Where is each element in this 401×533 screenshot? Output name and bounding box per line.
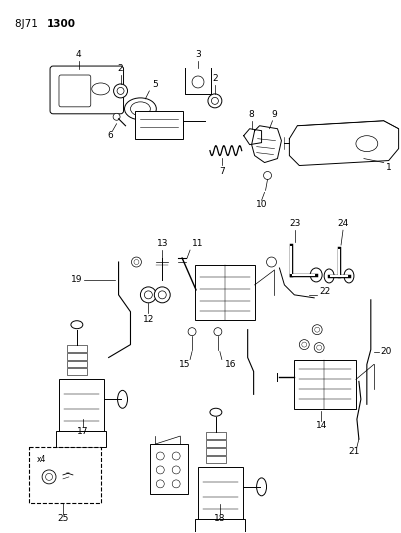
Text: 6: 6 [108, 131, 113, 140]
FancyBboxPatch shape [59, 75, 91, 107]
Ellipse shape [299, 340, 309, 350]
Bar [198, 467, 243, 519]
FancyBboxPatch shape [50, 66, 124, 114]
Bar [67, 352, 87, 360]
Bar [59, 379, 104, 431]
Text: 22: 22 [319, 287, 330, 296]
Text: 1300: 1300 [47, 19, 76, 29]
Ellipse shape [92, 83, 109, 95]
Ellipse shape [117, 87, 124, 94]
Text: 20: 20 [381, 347, 392, 356]
Circle shape [172, 480, 180, 488]
Ellipse shape [263, 172, 271, 180]
Text: 7: 7 [219, 166, 225, 175]
Ellipse shape [134, 260, 139, 264]
Text: 5: 5 [152, 80, 158, 89]
Text: 23: 23 [290, 219, 301, 228]
Text: 25: 25 [57, 514, 69, 523]
Circle shape [172, 452, 180, 460]
Text: 2: 2 [212, 74, 218, 83]
Text: 21: 21 [348, 447, 360, 456]
Text: 14: 14 [316, 421, 327, 430]
Ellipse shape [211, 98, 219, 104]
Text: 17: 17 [77, 427, 89, 436]
Text: 8: 8 [249, 110, 255, 119]
Ellipse shape [42, 470, 56, 484]
Ellipse shape [71, 321, 83, 329]
Circle shape [172, 466, 180, 474]
Bar [195, 265, 255, 320]
Bar [206, 448, 226, 455]
Bar [294, 360, 356, 409]
Ellipse shape [267, 257, 276, 267]
Circle shape [156, 466, 164, 474]
Ellipse shape [344, 269, 354, 283]
Bar [150, 444, 188, 494]
Ellipse shape [324, 269, 334, 283]
Text: 4: 4 [76, 50, 82, 59]
Text: 15: 15 [179, 360, 191, 368]
Ellipse shape [317, 345, 322, 350]
Bar [29, 447, 101, 503]
Circle shape [156, 452, 164, 460]
Text: 11: 11 [192, 239, 204, 248]
Bar [67, 345, 87, 352]
Ellipse shape [310, 268, 322, 282]
Text: 24: 24 [337, 219, 348, 228]
Ellipse shape [125, 98, 156, 120]
Text: 18: 18 [214, 514, 226, 523]
Bar [67, 368, 87, 375]
Bar [56, 431, 105, 447]
Ellipse shape [113, 84, 128, 98]
Circle shape [156, 480, 164, 488]
Ellipse shape [144, 291, 152, 299]
Ellipse shape [154, 287, 170, 303]
Ellipse shape [130, 102, 150, 116]
Ellipse shape [117, 390, 128, 408]
Ellipse shape [113, 114, 120, 120]
Ellipse shape [208, 94, 222, 108]
Ellipse shape [314, 343, 324, 352]
Ellipse shape [210, 408, 222, 416]
Ellipse shape [302, 342, 307, 347]
Ellipse shape [192, 76, 204, 88]
Bar [136, 111, 183, 139]
Bar [67, 360, 87, 367]
Bar [206, 440, 226, 447]
Ellipse shape [356, 136, 378, 151]
Text: 8J71: 8J71 [15, 19, 41, 29]
Ellipse shape [214, 328, 222, 336]
Text: 2: 2 [118, 64, 124, 73]
Bar [206, 432, 226, 439]
Text: 12: 12 [143, 315, 154, 324]
Text: 16: 16 [225, 360, 236, 368]
Bar [206, 456, 226, 463]
Ellipse shape [158, 291, 166, 299]
Bar [195, 519, 245, 533]
Ellipse shape [140, 287, 156, 303]
Text: x4: x4 [37, 455, 47, 464]
Ellipse shape [132, 257, 142, 267]
Text: 13: 13 [156, 239, 168, 248]
Text: 19: 19 [71, 276, 83, 285]
Text: 1: 1 [386, 163, 392, 172]
Text: 10: 10 [256, 200, 267, 209]
Ellipse shape [312, 325, 322, 335]
Ellipse shape [188, 328, 196, 336]
Text: 3: 3 [195, 50, 201, 59]
Ellipse shape [257, 478, 267, 496]
Text: 9: 9 [271, 110, 277, 119]
Ellipse shape [46, 473, 53, 480]
Ellipse shape [315, 327, 320, 332]
